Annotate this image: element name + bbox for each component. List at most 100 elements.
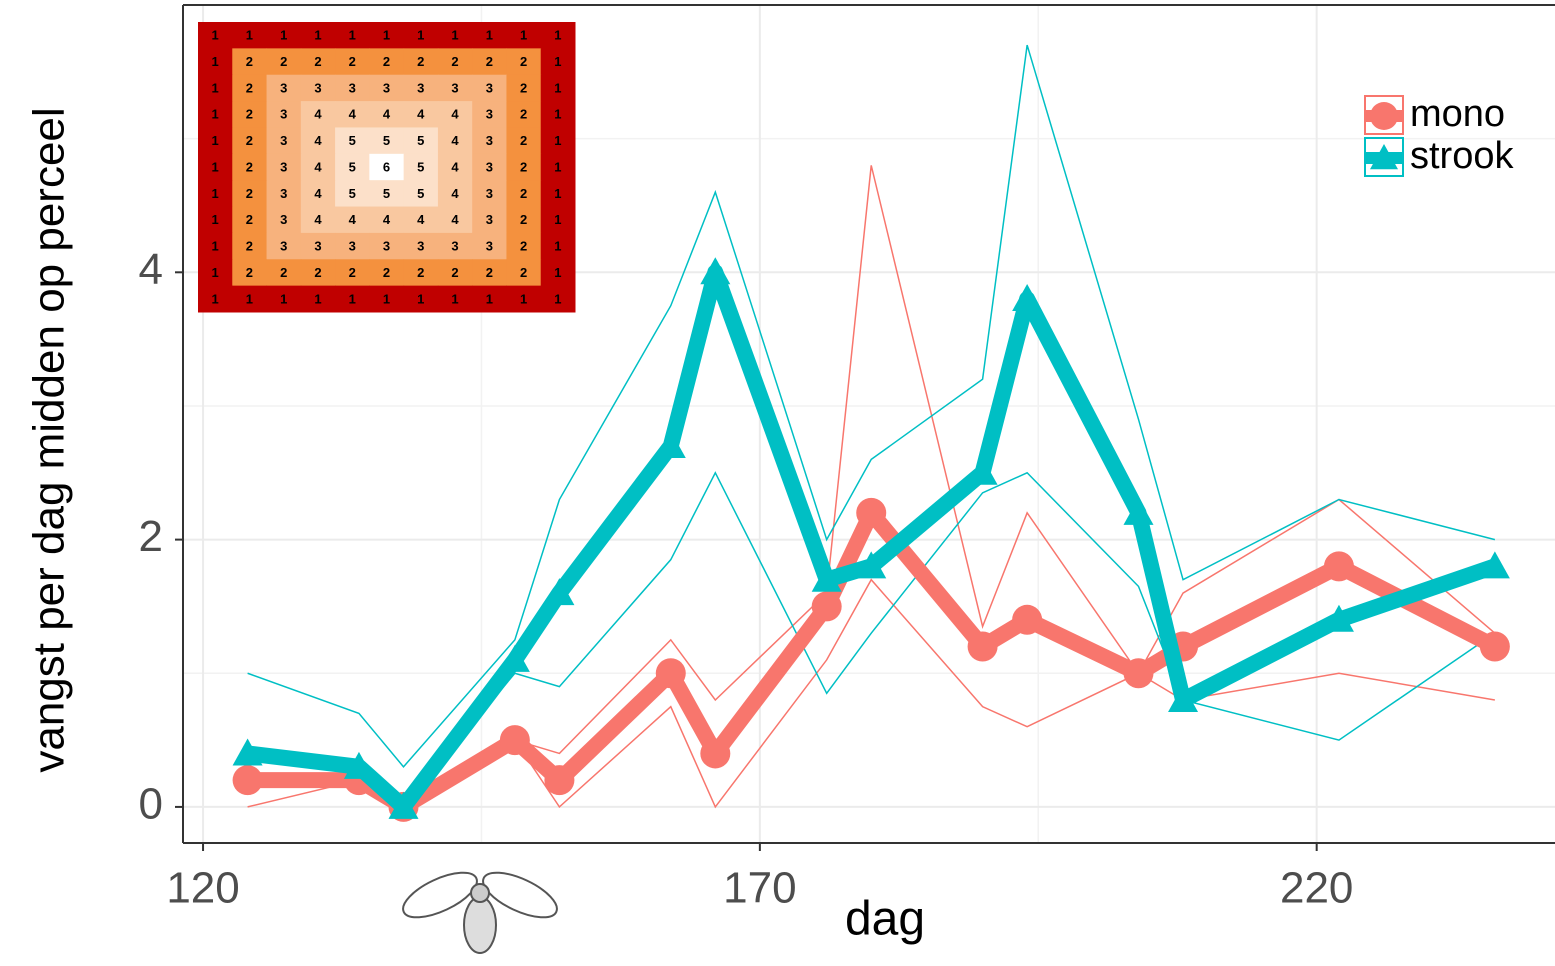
inset-cell (335, 48, 370, 76)
inset-cell (300, 127, 336, 155)
marker (1323, 551, 1354, 582)
marker (544, 578, 575, 606)
inset-cell (403, 153, 439, 181)
inset-cell-label: 2 (451, 265, 458, 280)
inset-cell-label: 2 (280, 54, 287, 69)
y-tick-label: 4 (139, 245, 163, 294)
inset-cell (403, 22, 439, 49)
inset-cell-label: 1 (280, 28, 287, 43)
inset-cell (403, 127, 439, 155)
marker (1370, 144, 1398, 170)
inset-cell (266, 180, 302, 208)
inset-cell (266, 74, 302, 102)
inset-cell-label: 1 (383, 291, 390, 306)
inset-cell (266, 285, 302, 313)
inset-cell-label: 4 (383, 212, 391, 227)
inset-cell-label: 5 (349, 186, 356, 201)
inset-cell-label: 4 (451, 159, 459, 174)
inset-cell (266, 206, 302, 234)
inset-cell (540, 180, 576, 208)
inset-cell-label: 2 (349, 54, 356, 69)
inset-cell-label: 2 (520, 80, 527, 95)
inset-cell (335, 259, 370, 287)
inset-cell-label: 3 (280, 159, 287, 174)
inset-cell-label: 5 (383, 133, 390, 148)
inset-cell-label: 2 (246, 159, 253, 174)
inset-cell-label: 5 (417, 186, 424, 201)
inset-cell (437, 180, 473, 208)
inset-cell (198, 48, 233, 76)
marker (811, 591, 842, 622)
inset-cell (300, 285, 336, 313)
inset-cell-label: 1 (314, 28, 321, 43)
inset-cell (506, 259, 542, 287)
inset-cell-label: 3 (280, 107, 287, 122)
inset-cell (266, 48, 302, 76)
inset-cell (369, 22, 405, 49)
inset-cell-label: 1 (212, 291, 219, 306)
x-tick-label: 220 (1280, 864, 1353, 913)
inset-cell-label: 2 (520, 186, 527, 201)
inset-cell (232, 285, 268, 313)
inset-cell-label: 3 (314, 80, 321, 95)
inset-cell (335, 285, 370, 313)
inset-cell-label: 1 (212, 212, 219, 227)
inset-cell (266, 22, 302, 49)
inset-cell-label: 3 (417, 239, 424, 254)
inset-cell (403, 74, 439, 102)
inset-cell (300, 206, 336, 234)
marker (232, 765, 263, 796)
inset-cell-label: 2 (520, 265, 527, 280)
inset-cell-label: 4 (314, 159, 322, 174)
inset-cell-label: 3 (486, 80, 493, 95)
inset-cell (300, 259, 336, 287)
inset-cell-label: 1 (554, 80, 561, 95)
insect-icon (402, 871, 558, 954)
inset-cell-label: 3 (280, 186, 287, 201)
inset-cell-label: 4 (417, 107, 425, 122)
inset-cell-label: 1 (486, 291, 493, 306)
inset-cell (198, 74, 233, 102)
inset-cell (335, 232, 370, 260)
inset-cell (403, 206, 439, 234)
inset-cell (335, 127, 370, 155)
marker (967, 631, 998, 662)
inset-cell (300, 180, 336, 208)
inset-cell (437, 22, 473, 49)
inset-cell-label: 2 (349, 265, 356, 280)
inset-cell-label: 2 (383, 54, 390, 69)
inset-cell (506, 153, 542, 181)
inset-cell (506, 232, 542, 260)
inset-cell-label: 2 (246, 212, 253, 227)
inset-cell (540, 153, 576, 181)
inset-cell-label: 4 (314, 133, 322, 148)
inset-cell (232, 259, 268, 287)
inset-cell-label: 4 (349, 212, 357, 227)
inset-cell (300, 74, 336, 102)
marker (544, 765, 575, 796)
inset-cell (232, 153, 268, 181)
inset-cell-label: 2 (246, 186, 253, 201)
inset-cell-label: 2 (520, 159, 527, 174)
inset-cell (506, 101, 542, 128)
inset-cell (300, 22, 336, 49)
inset-cell-label: 1 (212, 107, 219, 122)
inset-cell (335, 153, 370, 181)
inset-cell (506, 206, 542, 234)
inset-cell (437, 101, 473, 128)
inset-cell (232, 22, 268, 49)
inset-cell (300, 153, 336, 181)
inset-cell (472, 127, 507, 155)
marker (700, 257, 731, 285)
inset-cell-label: 1 (520, 291, 527, 306)
inset-cell (472, 259, 507, 287)
inset-cell-label: 5 (417, 133, 424, 148)
inset-cell (232, 48, 268, 76)
inset-cell (403, 48, 439, 76)
inset-cell-label: 1 (554, 291, 561, 306)
marker (1479, 551, 1510, 579)
inset-cell-label: 1 (520, 28, 527, 43)
inset-cell-label: 2 (417, 265, 424, 280)
inset-cell (369, 153, 405, 181)
